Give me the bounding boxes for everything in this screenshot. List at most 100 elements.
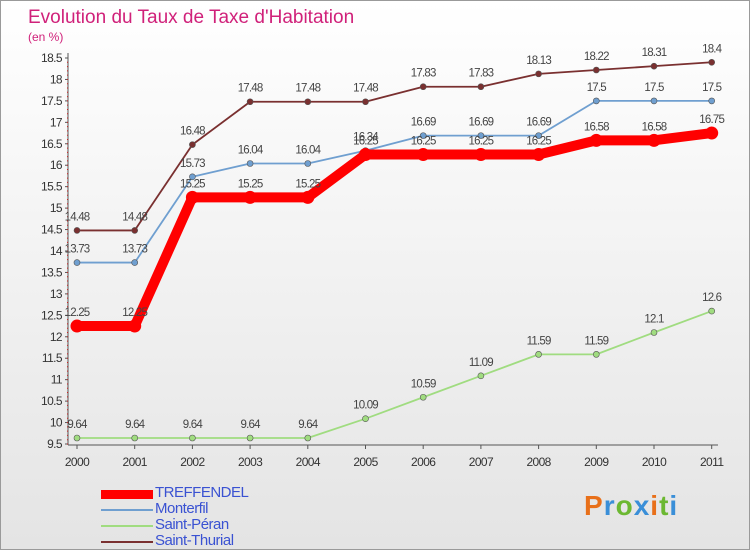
data-label: 16.04 [295, 145, 321, 157]
data-label: 11.59 [527, 335, 551, 347]
data-label: 16.34 [353, 132, 379, 144]
data-point [650, 329, 658, 336]
data-label: 9.64 [125, 419, 146, 431]
series-line-monterfil [77, 99, 712, 264]
data-label: 18.31 [642, 47, 667, 59]
series-line-saint-péran [77, 310, 713, 439]
data-label: 18.4 [702, 43, 723, 55]
data-label: 16.69 [411, 117, 436, 129]
data-point [705, 126, 719, 140]
data-label: 16.58 [642, 121, 667, 133]
data-label: 15.25 [295, 178, 320, 190]
data-label: 13.73 [122, 244, 147, 256]
data-label: 16.69 [526, 117, 551, 129]
data-point [419, 132, 427, 139]
data-point [189, 141, 196, 148]
data-point [131, 434, 138, 442]
y-tick-label: 14 [50, 244, 63, 258]
legend-label: Monterfil [155, 500, 209, 517]
data-point [185, 190, 199, 204]
data-point [189, 434, 196, 442]
data-label: 13.73 [65, 244, 90, 256]
data-label: 15.73 [180, 158, 205, 170]
data-point [708, 58, 716, 66]
y-tick-label: 17 [50, 115, 63, 129]
x-tick-label: 2001 [123, 455, 148, 469]
data-point [535, 351, 542, 358]
y-tick-label: 15.5 [41, 180, 63, 194]
data-label: 15.25 [238, 178, 263, 190]
data-label: 10.59 [411, 378, 436, 390]
x-tick-label: 2009 [584, 455, 609, 469]
data-point [647, 133, 661, 147]
data-point [73, 259, 81, 266]
y-tick-label: 13.5 [41, 265, 63, 279]
data-point [304, 98, 312, 106]
data-label: 16.58 [584, 121, 609, 133]
data-point [189, 173, 196, 181]
y-tick-label: 12 [50, 330, 63, 344]
x-tick-label: 2005 [353, 455, 378, 469]
x-tick-label: 2004 [296, 455, 321, 469]
y-tick-label: 10.5 [41, 394, 63, 408]
data-point [304, 160, 312, 167]
y-tick-label: 18.5 [41, 51, 63, 65]
data-point [246, 434, 254, 442]
data-label: 15.25 [180, 178, 205, 190]
series-line-treffendel [77, 128, 713, 332]
data-point [589, 133, 603, 147]
chart-subtitle: (en %) [28, 30, 64, 44]
x-tick-label: 2010 [642, 455, 667, 469]
data-point [70, 319, 84, 333]
data-label: 17.5 [702, 82, 722, 94]
data-label: 12.25 [65, 307, 90, 319]
data-label: 16.25 [353, 136, 378, 148]
data-label: 9.64 [298, 419, 319, 431]
data-label: 17.83 [469, 68, 494, 80]
x-tick-label: 2006 [411, 455, 436, 469]
data-label: 10.09 [353, 400, 378, 412]
data-label: 14.48 [122, 211, 147, 223]
legend-label: Saint-Péran [155, 516, 229, 533]
y-tick-label: 11.5 [42, 351, 63, 365]
data-point [419, 83, 427, 91]
data-label: 17.48 [353, 83, 378, 95]
data-point [592, 66, 600, 74]
data-point [477, 132, 485, 139]
data-point [650, 62, 658, 70]
y-tick-label: 16 [50, 158, 63, 172]
x-tick-label: 2002 [180, 455, 205, 469]
data-label: 18.22 [584, 51, 609, 63]
data-label: 16.25 [469, 136, 494, 148]
data-label: 17.48 [295, 83, 320, 95]
data-point [416, 148, 430, 161]
data-label: 16.75 [699, 114, 724, 126]
data-label: 17.5 [587, 82, 607, 94]
data-label: 16.04 [238, 145, 264, 157]
data-label: 16.69 [469, 117, 494, 129]
data-point [73, 227, 81, 234]
data-label: 17.83 [411, 68, 436, 80]
data-point [535, 132, 542, 139]
data-point [246, 160, 254, 167]
y-tick-label: 13 [50, 287, 63, 301]
y-tick-label: 15 [50, 201, 63, 215]
data-point [73, 434, 81, 442]
y-tick-label: 11 [51, 373, 63, 387]
data-point [128, 319, 142, 333]
data-label: 17.5 [644, 82, 664, 94]
data-label: 12.6 [702, 292, 722, 304]
data-point [131, 259, 138, 266]
legend-swatch [101, 541, 153, 543]
data-label: 9.64 [67, 419, 88, 431]
legend-swatch [101, 525, 153, 527]
legend-label: Saint-Thurial [155, 532, 234, 549]
data-point [708, 307, 716, 315]
data-point [301, 190, 315, 204]
y-tick-label: 9.5 [47, 437, 63, 451]
data-point [362, 415, 369, 422]
series-line-saint-thurial [77, 61, 712, 232]
y-tick-label: 10 [50, 416, 63, 430]
data-point [243, 190, 257, 204]
